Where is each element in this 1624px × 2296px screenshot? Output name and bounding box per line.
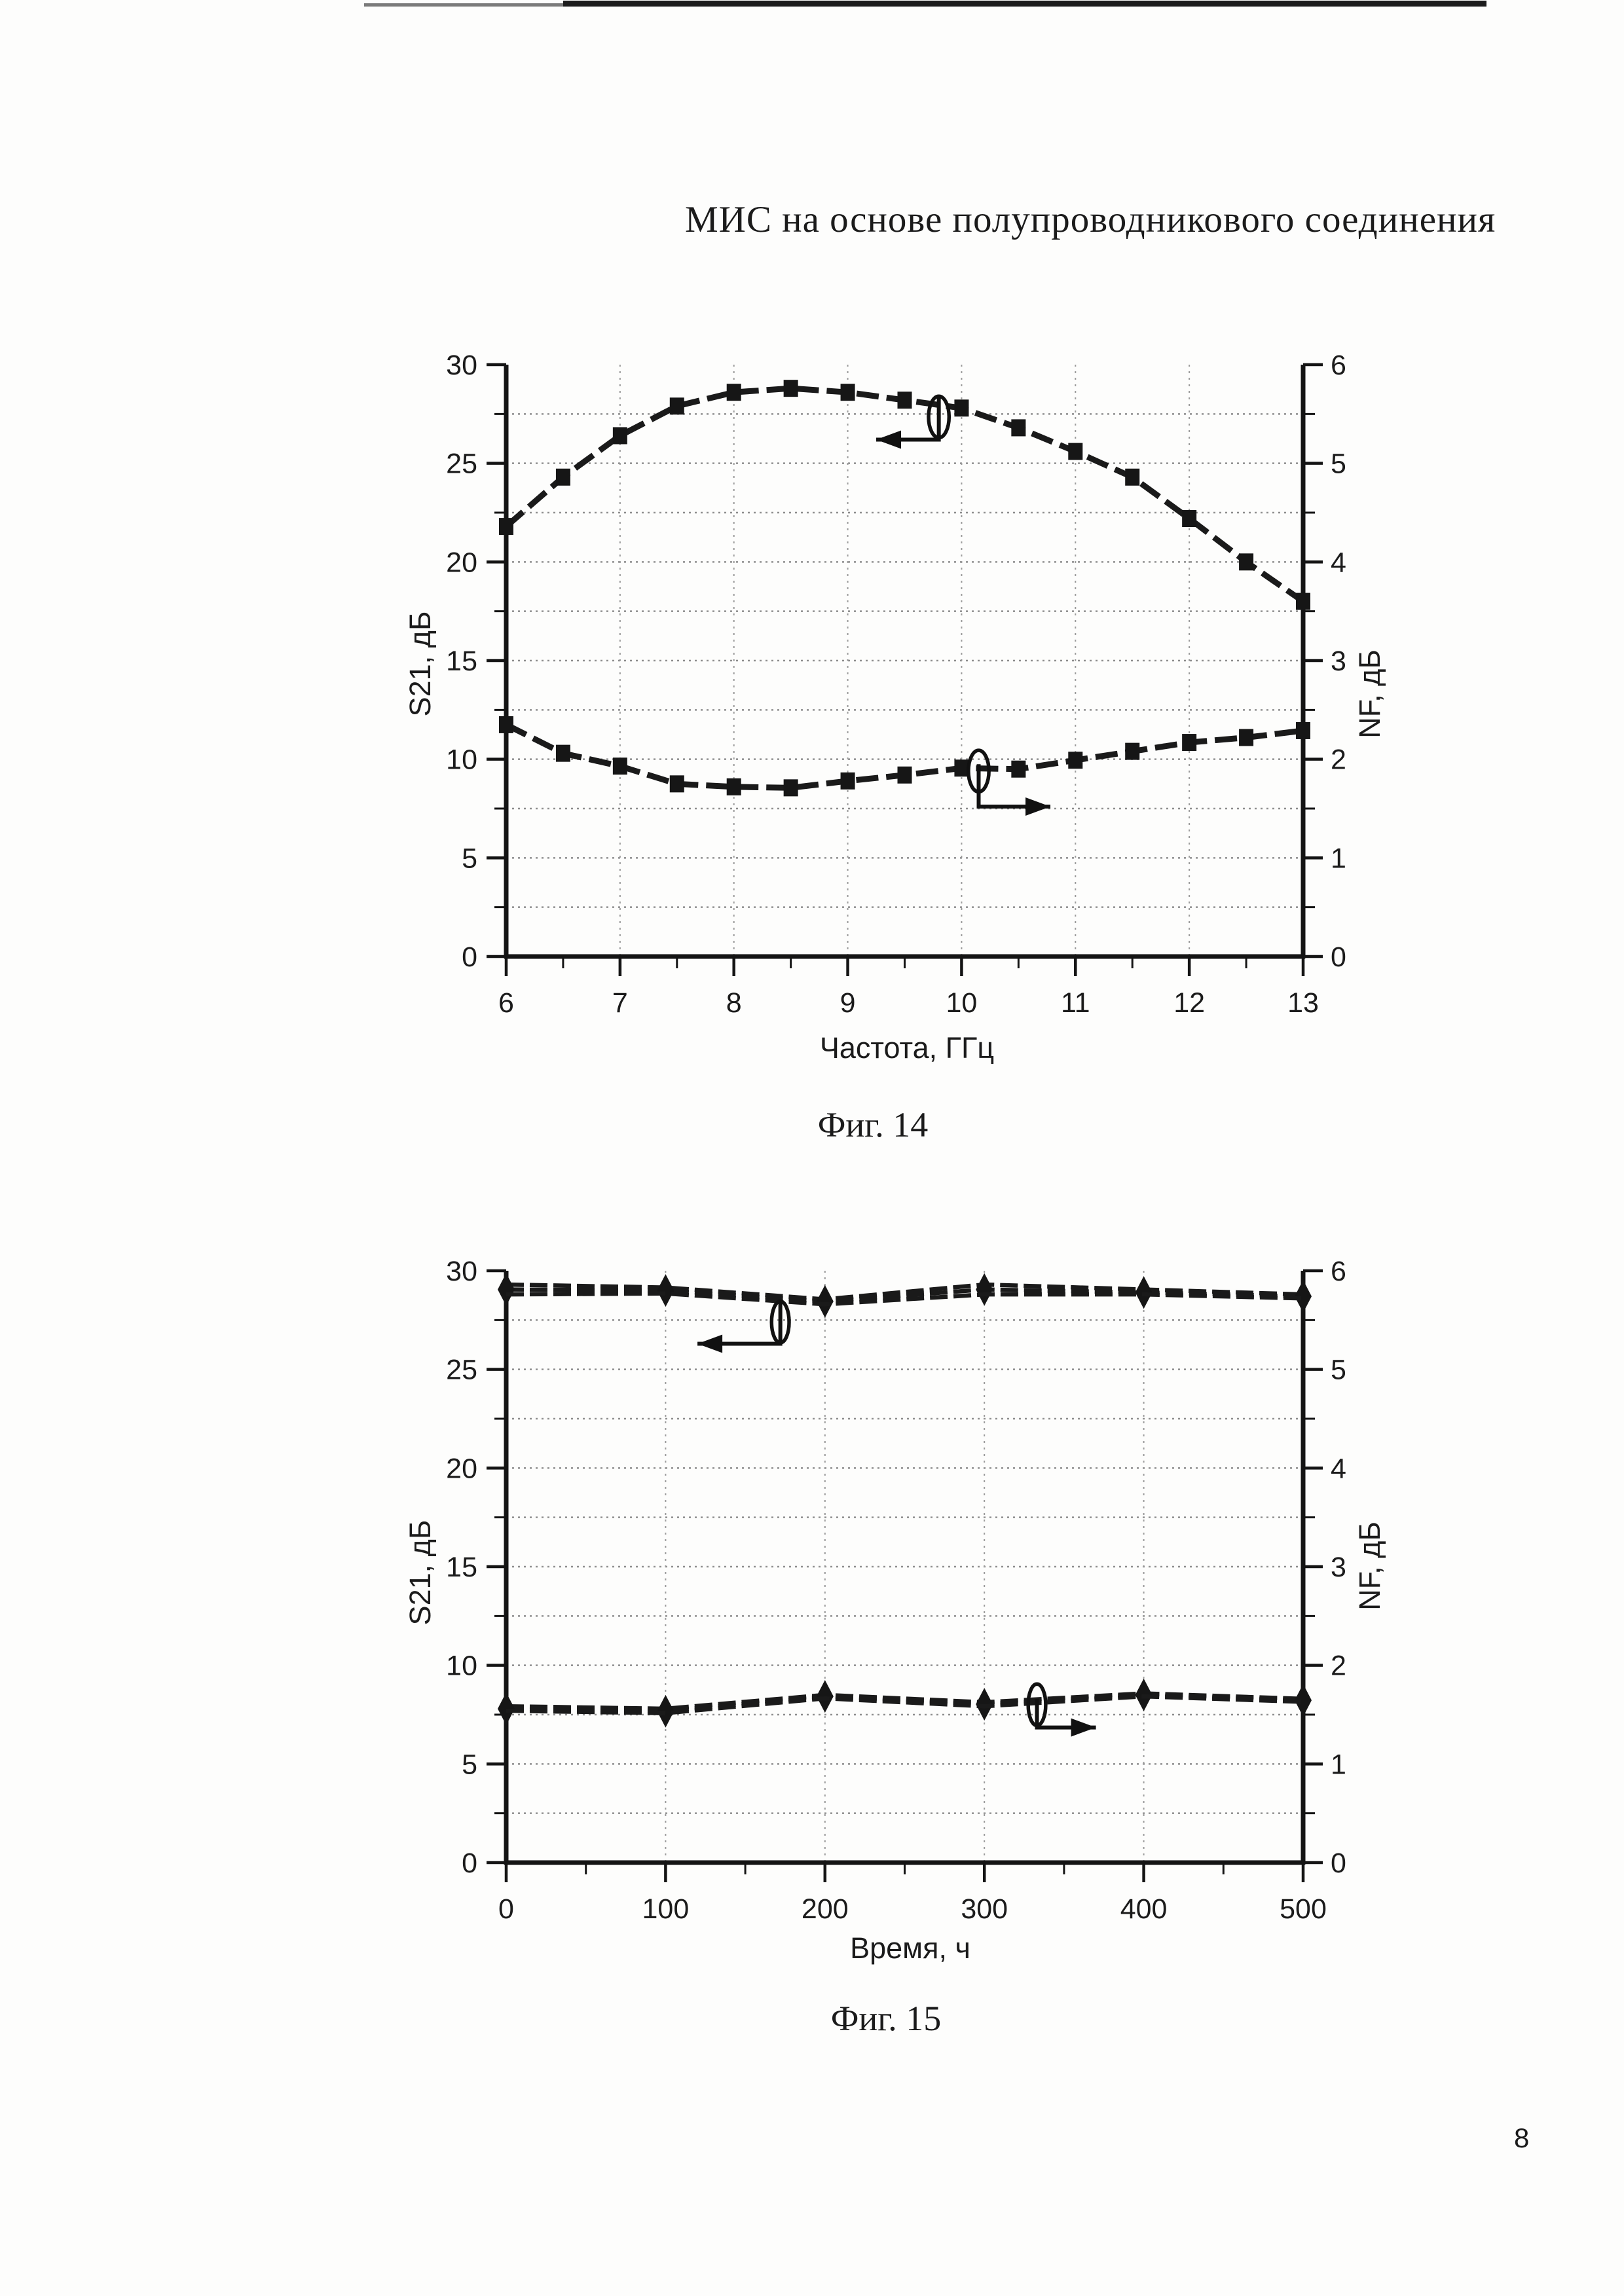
- svg-text:2: 2: [1331, 744, 1346, 776]
- fig14-left-axis-title: S21, дБ: [403, 611, 437, 717]
- svg-text:30: 30: [446, 1256, 477, 1287]
- svg-text:10: 10: [446, 1650, 477, 1682]
- svg-text:0: 0: [462, 941, 477, 973]
- svg-text:3: 3: [1331, 1552, 1346, 1583]
- fig15-x-axis-title: Время, ч: [850, 1931, 970, 1965]
- svg-text:12: 12: [1173, 987, 1205, 1019]
- svg-text:4: 4: [1331, 1453, 1346, 1484]
- scan-artifact-line-thick: [563, 1, 1486, 7]
- svg-text:400: 400: [1120, 1893, 1168, 1925]
- svg-text:6: 6: [498, 987, 514, 1019]
- svg-text:0: 0: [498, 1893, 514, 1925]
- fig14-right-axis-title: NF, дБ: [1353, 649, 1386, 738]
- svg-text:7: 7: [612, 987, 628, 1019]
- fig14-caption: Фиг. 14: [817, 1105, 929, 1144]
- svg-text:15: 15: [446, 1552, 477, 1583]
- fig15-right-axis-title: NF, дБ: [1353, 1522, 1386, 1611]
- svg-text:3: 3: [1331, 646, 1346, 677]
- svg-text:5: 5: [462, 843, 477, 874]
- svg-text:8: 8: [726, 987, 742, 1019]
- fig15-left-axis-title: S21, дБ: [403, 1520, 437, 1626]
- svg-text:5: 5: [1331, 448, 1346, 480]
- svg-text:300: 300: [961, 1893, 1008, 1925]
- svg-text:30: 30: [446, 350, 477, 381]
- svg-text:0: 0: [462, 1848, 477, 1879]
- svg-text:0: 0: [1331, 941, 1346, 973]
- page-number: 8: [1514, 2123, 1530, 2153]
- svg-text:2: 2: [1331, 1650, 1346, 1682]
- svg-text:11: 11: [1061, 987, 1090, 1019]
- svg-text:20: 20: [446, 547, 477, 578]
- scan-artifact-line-thin: [364, 3, 574, 7]
- svg-text:13: 13: [1287, 987, 1319, 1019]
- svg-text:5: 5: [1331, 1355, 1346, 1386]
- svg-text:20: 20: [446, 1453, 477, 1484]
- svg-text:500: 500: [1280, 1893, 1327, 1925]
- svg-text:25: 25: [446, 448, 477, 480]
- svg-text:9: 9: [840, 987, 856, 1019]
- svg-text:6: 6: [1331, 350, 1346, 381]
- svg-text:0: 0: [1331, 1848, 1346, 1879]
- svg-text:4: 4: [1331, 547, 1346, 578]
- svg-text:10: 10: [946, 987, 978, 1019]
- svg-text:100: 100: [642, 1893, 690, 1925]
- svg-text:6: 6: [1331, 1256, 1346, 1287]
- svg-text:25: 25: [446, 1355, 477, 1386]
- svg-text:1: 1: [1331, 843, 1346, 874]
- svg-text:1: 1: [1331, 1749, 1346, 1780]
- svg-text:15: 15: [446, 646, 477, 677]
- svg-text:10: 10: [446, 744, 477, 776]
- svg-text:200: 200: [802, 1893, 849, 1925]
- document-title: МИС на основе полупроводникового соедине…: [685, 199, 1496, 240]
- svg-text:5: 5: [462, 1749, 477, 1780]
- fig14-x-axis-title: Частота, ГГц: [819, 1031, 995, 1065]
- fig15-caption: Фиг. 15: [830, 1999, 942, 2038]
